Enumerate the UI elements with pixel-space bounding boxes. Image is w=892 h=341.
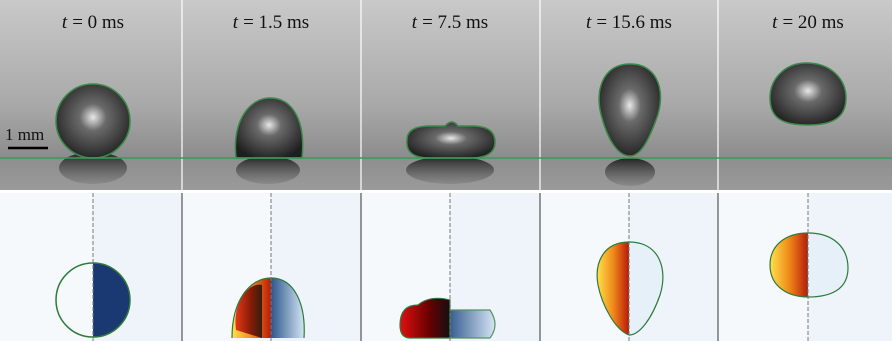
scale-label: 1 mm [5,125,44,144]
time-value: = 20 ms [782,12,843,33]
time-value: = 7.5 ms [422,12,488,33]
time-value: = 1.5 ms [243,12,309,33]
time-variable: t [62,12,68,33]
time-value: = 0 ms [72,12,124,33]
time-variable: t [586,12,592,33]
time-label: t= 7.5 ms [412,12,488,33]
figure: 1 mm t= 0 mst= 1.5 mst= 7.5 mst= 15.6 ms [0,0,892,341]
time-label: t= 15.6 ms [586,12,672,33]
time-variable: t [412,12,418,33]
simulation-row [0,193,892,341]
time-variable: t [233,12,239,33]
time-value: = 15.6 ms [596,12,672,33]
time-label: t= 20 ms [772,12,844,33]
time-label: t= 1.5 ms [233,12,309,33]
time-label: t= 0 ms [62,12,124,33]
time-variable: t [772,12,778,33]
